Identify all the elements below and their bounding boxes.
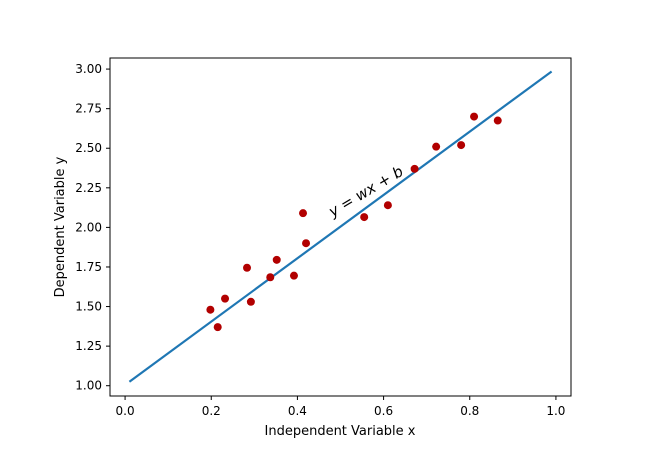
data-point: [213, 323, 222, 332]
y-tick-label: 2.00: [75, 220, 102, 234]
y-tick-label: 1.00: [75, 379, 102, 393]
data-point: [289, 271, 298, 280]
x-tick-label: 0.8: [460, 404, 479, 418]
data-point: [457, 141, 466, 150]
data-point: [410, 164, 419, 173]
fit-line: [128, 70, 553, 383]
x-axis-ticks: 0.0 0.2 0.4 0.6 0.8 1.0: [116, 396, 565, 418]
data-point: [243, 263, 252, 272]
data-point: [246, 297, 255, 306]
data-point: [266, 273, 275, 282]
x-tick-label: 0.0: [116, 404, 135, 418]
x-tick-label: 0.2: [202, 404, 221, 418]
y-tick-label: 1.50: [75, 300, 102, 314]
y-axis-ticks: 1.00 1.25 1.50 1.75 2.00 2.25 2.50 2.75 3.00: [75, 62, 110, 393]
x-tick-label: 0.6: [374, 404, 393, 418]
data-point: [470, 112, 479, 121]
x-tick-label: 1.0: [546, 404, 565, 418]
regression-annotation: y = wx + b: [325, 162, 407, 221]
data-point: [221, 294, 230, 303]
data-point: [360, 213, 369, 222]
y-tick-label: 2.50: [75, 141, 102, 155]
data-point: [206, 305, 215, 314]
data-point: [299, 209, 308, 218]
data-point: [272, 255, 281, 264]
y-tick-label: 2.25: [75, 181, 102, 195]
y-tick-label: 1.75: [75, 260, 102, 274]
data-point: [383, 201, 392, 210]
x-axis-label: Independent Variable x: [265, 424, 416, 439]
y-axis-label: Dependent Variable y: [53, 156, 68, 297]
y-tick-label: 2.75: [75, 102, 102, 116]
y-tick-label: 1.25: [75, 339, 102, 353]
y-tick-label: 3.00: [75, 62, 102, 76]
data-point: [493, 116, 502, 125]
series-layer: [128, 70, 553, 383]
x-tick-label: 0.4: [288, 404, 307, 418]
data-point: [302, 239, 311, 248]
data-point: [432, 142, 441, 151]
